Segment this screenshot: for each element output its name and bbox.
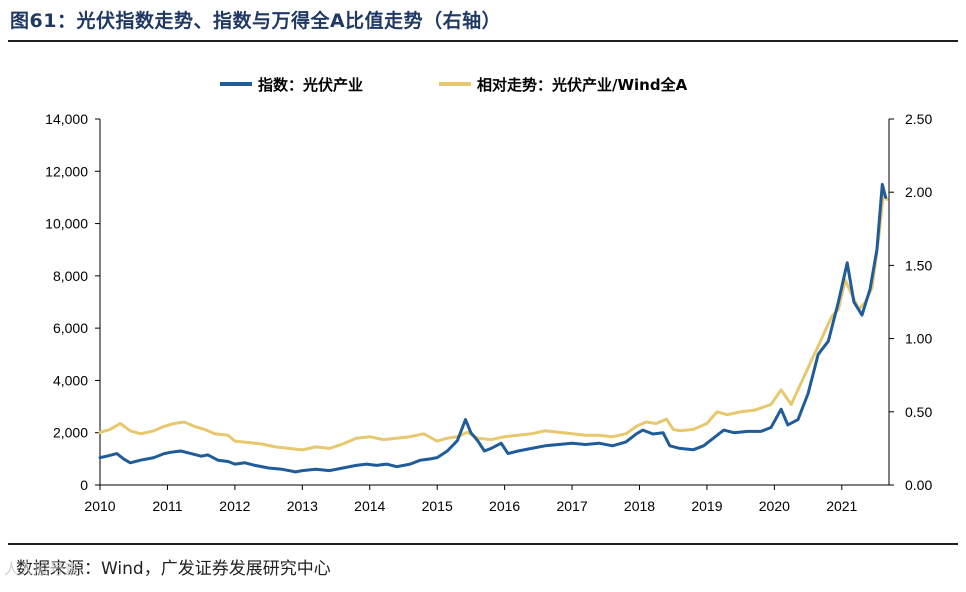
- bottom-divider: [8, 543, 958, 545]
- y-right-tick-label: 0.50: [905, 404, 932, 420]
- x-tick-label: 2021: [826, 498, 857, 514]
- y-left-tick-label: 8,000: [53, 268, 88, 284]
- watermark: 人人股号查: [4, 560, 80, 578]
- y-left-tick-label: 6,000: [53, 320, 88, 336]
- y-left-tick-label: 4,000: [53, 372, 88, 388]
- x-tick-label: 2011: [152, 498, 182, 514]
- x-tick-label: 2013: [287, 498, 318, 514]
- legend-item-index-label: 指数：光伏产业: [258, 76, 363, 94]
- y-left-tick-label: 14,000: [45, 111, 88, 127]
- x-tick-label: 2018: [624, 498, 655, 514]
- x-tick-label: 2017: [556, 498, 587, 514]
- chart-area: 指数：光伏产业 相对走势：光伏产业/Wind全A 0 2,000 4,000 6,000…: [45, 76, 932, 514]
- x-tick-label: 2014: [354, 498, 385, 514]
- x-tick-label: 2012: [219, 498, 250, 514]
- y-right-tick-label: 0.00: [905, 477, 932, 493]
- legend-item-relative-label: 相对走势：光伏产业/Wind全A: [477, 76, 688, 94]
- x-tick-label: 2020: [759, 498, 790, 514]
- series-line-index: [98, 182, 888, 474]
- y-left-tick-label: 0: [80, 477, 88, 493]
- chart-title: 图61：光伏指数走势、指数与万得全A比值走势（右轴）: [10, 10, 502, 32]
- y-right-tick-label: 2.50: [905, 111, 932, 127]
- axes: 0 2,000 4,000 6,000 8,000 10,000 12,000 14,000 0…: [45, 111, 932, 514]
- x-tick-label: 2019: [691, 498, 722, 514]
- x-tick-label: 2010: [84, 498, 115, 514]
- source-note: 数据来源：Wind，广发证券发展研究中心: [16, 559, 331, 579]
- series-line-relative: [98, 190, 889, 452]
- y-left-tick-label: 12,000: [45, 163, 88, 179]
- y-left-tick-label: 10,000: [45, 216, 88, 232]
- legend: 指数：光伏产业 相对走势：光伏产业/Wind全A: [220, 76, 688, 94]
- series-lines: [98, 182, 889, 474]
- x-tick-label: 2015: [422, 498, 453, 514]
- y-left-tick-label: 2,000: [53, 425, 88, 441]
- x-tick-label: 2016: [489, 498, 520, 514]
- y-right-tick-label: 2.00: [905, 184, 932, 200]
- y-right-tick-label: 1.00: [905, 331, 932, 347]
- y-right-tick-label: 1.50: [905, 257, 932, 273]
- top-divider: [8, 40, 958, 42]
